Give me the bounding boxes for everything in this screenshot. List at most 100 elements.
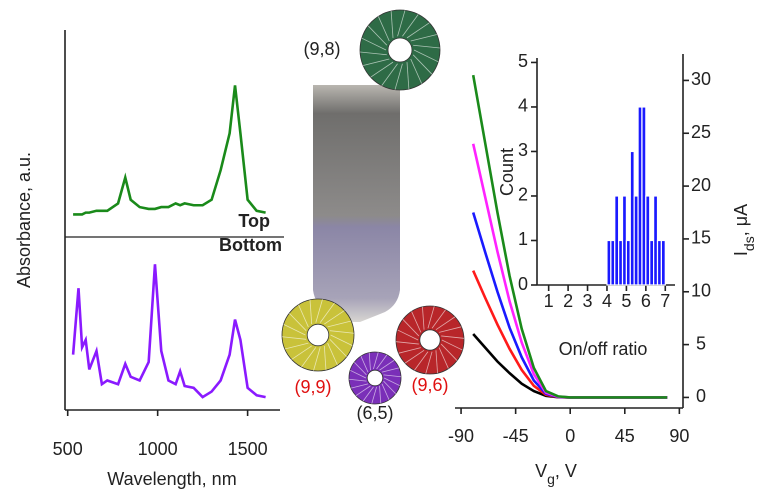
tube-rib — [404, 349, 425, 364]
tube-rib — [348, 378, 367, 382]
axis-label-part: g — [547, 471, 555, 487]
tube-rib — [313, 347, 321, 371]
tube-rib — [406, 22, 430, 39]
tube-rib — [427, 306, 435, 329]
hist-bar — [660, 239, 666, 286]
tube-rib — [367, 25, 388, 46]
tube-rib — [422, 306, 425, 330]
tube-rib — [381, 367, 400, 373]
tube-rib — [361, 37, 387, 51]
tube-rib — [402, 319, 420, 337]
x-tick-label: 3 — [583, 291, 593, 311]
tube-label: (6,5) — [356, 403, 393, 423]
y-tick-label: 4 — [518, 96, 528, 116]
legend-label: Top — [238, 211, 270, 231]
tube-rib — [323, 345, 327, 371]
tube-rib — [397, 10, 406, 37]
x-tick-label: 2 — [563, 291, 573, 311]
vial-photo — [313, 85, 400, 322]
y-tick-label: 5 — [696, 333, 706, 353]
tube-rib — [291, 345, 312, 360]
tube-hole — [387, 37, 413, 63]
tube-rib — [327, 342, 338, 366]
tube-rib — [330, 334, 353, 346]
tube-rib — [410, 58, 423, 84]
tube-rib — [301, 347, 317, 368]
x-tick-label: 5 — [621, 291, 631, 311]
data-line — [472, 270, 668, 399]
tube-rib — [438, 347, 449, 369]
tube-rib — [431, 309, 446, 329]
tube-rib — [439, 326, 462, 333]
tube-rib — [329, 339, 347, 358]
tube-rib — [411, 311, 422, 333]
tube-rib — [406, 62, 410, 90]
data-line — [471, 74, 668, 399]
tube-rib — [282, 336, 307, 340]
tube-hole — [419, 329, 441, 351]
nanotube-icons — [281, 9, 465, 405]
x-tick-label: -45 — [503, 426, 529, 446]
y-tick-label: 5 — [518, 51, 528, 71]
tube-label: (9,9) — [294, 377, 331, 397]
tube-rib — [349, 369, 367, 379]
y-tick-label: 15 — [691, 228, 711, 248]
axis-label: Ids, μA — [731, 204, 757, 256]
tube-rib — [390, 10, 394, 38]
tube-rib — [414, 351, 429, 371]
tube-rib — [315, 299, 323, 323]
tube-rib — [435, 350, 438, 374]
x-tick-label: -90 — [448, 426, 474, 446]
tube-rib — [441, 339, 463, 351]
tube-rib — [360, 355, 369, 373]
tube-hole — [306, 323, 330, 347]
axis-label-part: ds — [741, 236, 757, 251]
y-tick-label: 25 — [691, 122, 711, 142]
tube-rib — [371, 386, 377, 404]
x-tick-label: 45 — [615, 426, 635, 446]
tube-rib — [298, 304, 309, 328]
axis-label: Vg, V — [535, 461, 577, 487]
x-tick-label: 500 — [53, 439, 83, 459]
tube-rib — [350, 383, 369, 389]
tube-rib — [329, 330, 354, 334]
tube-rib — [394, 63, 403, 90]
y-tick-label: 30 — [691, 69, 711, 89]
y-tick-label: 1 — [518, 229, 528, 249]
tube-rib — [324, 310, 345, 325]
data-line — [73, 85, 266, 216]
axis-label: Wavelength, nm — [107, 469, 236, 489]
tube-rib — [327, 320, 352, 328]
tube-rib — [360, 51, 387, 56]
y-tick-label: 2 — [518, 185, 528, 205]
axis-label: Absorbance, a.u. — [14, 152, 34, 288]
tube-rib — [370, 61, 394, 78]
axis-label: On/off ratio — [559, 339, 648, 359]
legend-label: Bottom — [219, 235, 282, 255]
tube-rib — [440, 343, 458, 361]
tube-rib — [410, 34, 437, 42]
y-tick-label: 20 — [691, 175, 711, 195]
tube-rib — [397, 329, 419, 341]
data-line — [71, 264, 266, 399]
tube-rib — [377, 16, 390, 42]
axis-label-part: V — [535, 461, 547, 481]
tube-rib — [402, 14, 419, 37]
x-tick-label: 1 — [544, 291, 554, 311]
tube-label: (9,8) — [303, 39, 340, 59]
x-tick-label: 1500 — [228, 439, 268, 459]
tube-rib — [353, 362, 367, 376]
tube-rib — [413, 49, 439, 63]
x-tick-label: 1000 — [138, 439, 178, 459]
tube-rib — [373, 352, 379, 370]
tube-rib — [368, 352, 371, 371]
tube-rib — [383, 380, 397, 394]
axis-label-part: , μA — [731, 204, 751, 236]
tube-rib — [376, 354, 388, 370]
y-tick-label: 0 — [518, 274, 528, 294]
tube-rib — [284, 342, 309, 350]
tube-rib — [309, 299, 313, 325]
tube-rib — [355, 385, 371, 397]
tube-rib — [395, 341, 419, 345]
